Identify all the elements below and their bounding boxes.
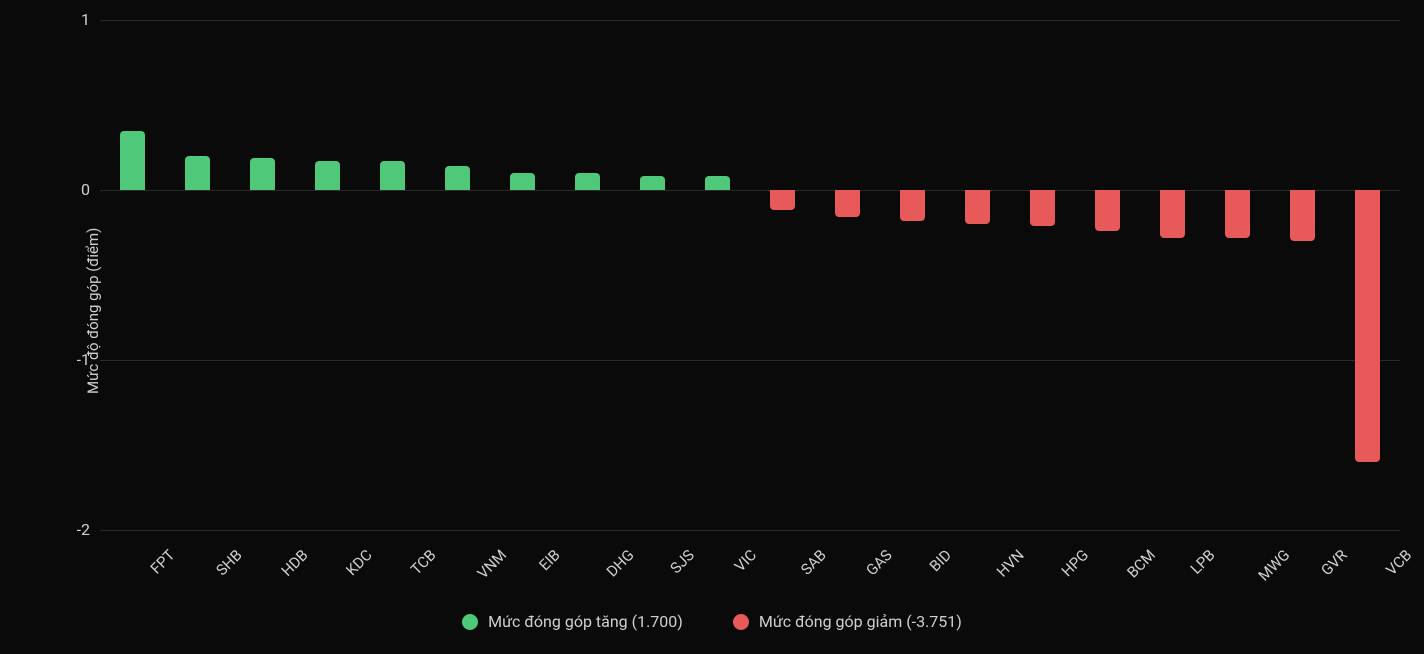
gridline — [100, 20, 1400, 21]
x-label-HPG: HPG — [1057, 546, 1091, 580]
gridline — [100, 530, 1400, 531]
legend-dot-up — [462, 614, 478, 630]
bar-LPB[interactable] — [1160, 190, 1185, 238]
bar-SAB[interactable] — [770, 190, 795, 210]
bar-GAS[interactable] — [835, 190, 860, 217]
x-label-SJS: SJS — [666, 546, 697, 577]
legend-item-down: Mức đóng góp giảm (-3.751) — [733, 612, 962, 631]
bar-HPG[interactable] — [1030, 190, 1055, 226]
gridline — [100, 360, 1400, 361]
legend: Mức đóng góp tăng (1.700) Mức đóng góp g… — [0, 612, 1424, 631]
y-tick-label: -2 — [50, 520, 90, 539]
bar-HDB[interactable] — [250, 158, 275, 190]
bar-SHB[interactable] — [185, 156, 210, 190]
x-label-EIB: EIB — [535, 546, 563, 574]
x-label-BCM: BCM — [1123, 546, 1159, 582]
x-label-VIC: VIC — [730, 546, 759, 575]
contribution-bar-chart: Mức độ đóng góp (điểm) -2-101 FPTSHBHDBK… — [0, 0, 1424, 654]
x-label-KDC: KDC — [342, 546, 375, 579]
bar-TCB[interactable] — [380, 161, 405, 190]
plot-area — [100, 20, 1400, 530]
y-tick-label: 1 — [50, 10, 90, 29]
x-label-GVR: GVR — [1317, 546, 1350, 579]
bar-DHG[interactable] — [575, 173, 600, 190]
x-label-DHG: DHG — [603, 546, 637, 580]
x-label-MWG: MWG — [1254, 546, 1293, 585]
bar-EIB[interactable] — [510, 173, 535, 190]
x-label-SAB: SAB — [797, 546, 830, 579]
bar-VIC[interactable] — [705, 176, 730, 190]
zero-line — [100, 190, 1400, 191]
y-tick-label: -1 — [50, 350, 90, 369]
x-label-FPT: FPT — [146, 546, 178, 578]
bar-VNM[interactable] — [445, 166, 470, 190]
bar-VCB[interactable] — [1355, 190, 1380, 462]
x-label-HDB: HDB — [277, 546, 311, 580]
bar-SJS[interactable] — [640, 176, 665, 190]
bar-FPT[interactable] — [120, 131, 145, 191]
x-label-BID: BID — [925, 546, 954, 575]
x-label-TCB: TCB — [407, 546, 439, 578]
bar-KDC[interactable] — [315, 161, 340, 190]
x-label-SHB: SHB — [212, 546, 245, 579]
bar-BID[interactable] — [900, 190, 925, 221]
bar-MWG[interactable] — [1225, 190, 1250, 238]
x-label-GAS: GAS — [862, 546, 895, 579]
legend-dot-down — [733, 614, 749, 630]
x-label-VNM: VNM — [473, 546, 509, 582]
x-axis-labels: FPT SHB HDB KDC TCB VNM EIB DHG SJS VIC SAB GAS BID H… — [100, 540, 1400, 600]
legend-label-down: Mức đóng góp giảm (-3.751) — [759, 612, 962, 631]
y-tick-label: 0 — [50, 180, 90, 199]
bar-HVN[interactable] — [965, 190, 990, 224]
legend-item-up: Mức đóng góp tăng (1.700) — [462, 612, 683, 631]
x-label-LPB: LPB — [1186, 546, 1218, 578]
bar-BCM[interactable] — [1095, 190, 1120, 231]
bar-GVR[interactable] — [1290, 190, 1315, 241]
legend-label-up: Mức đóng góp tăng (1.700) — [488, 612, 683, 631]
x-label-VCB: VCB — [1382, 546, 1415, 579]
x-label-HVN: HVN — [993, 546, 1028, 581]
